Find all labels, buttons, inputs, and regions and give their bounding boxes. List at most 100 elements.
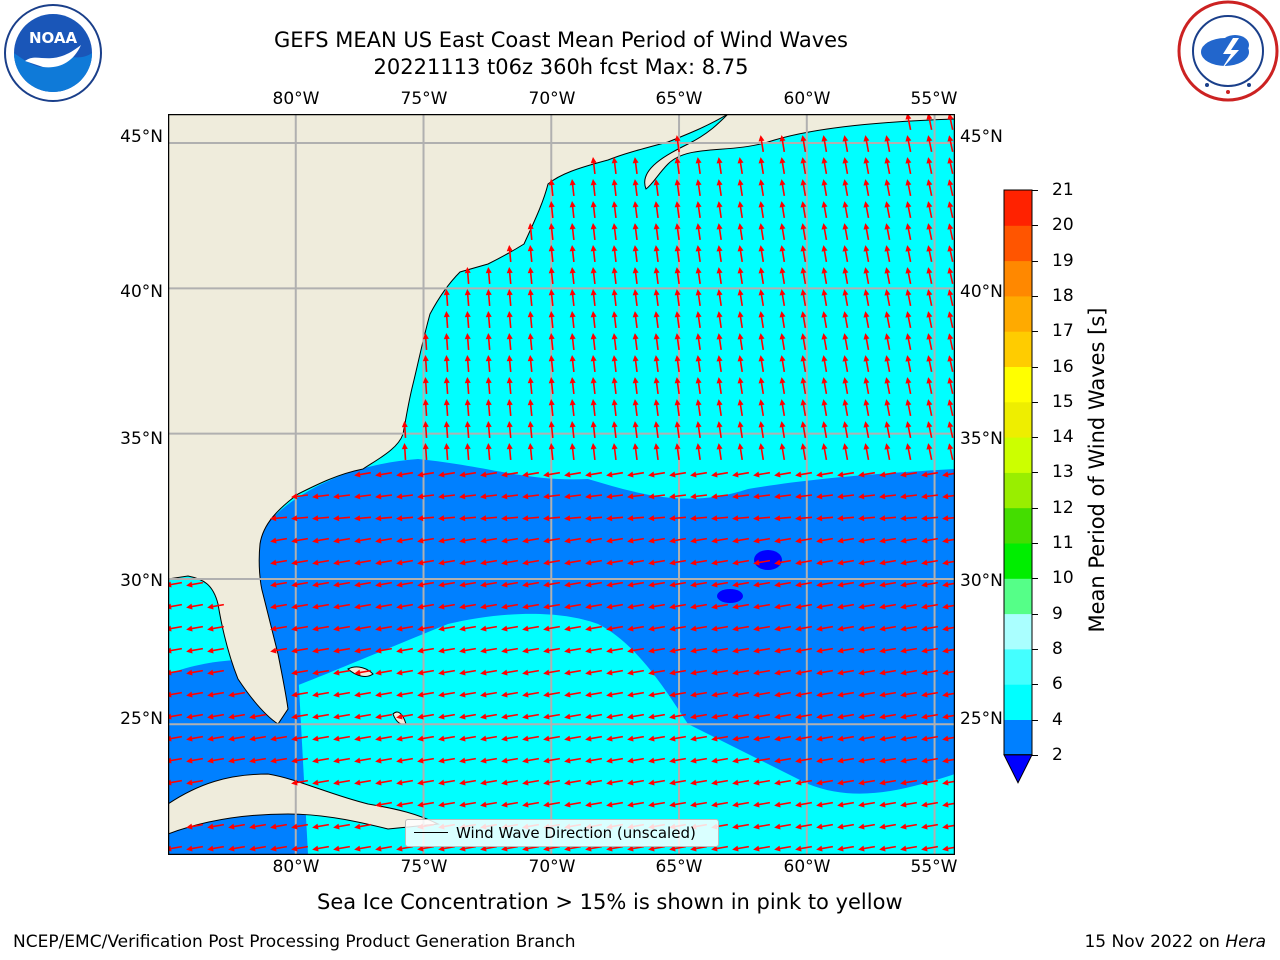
- lon-label-top: 55°W: [910, 89, 958, 109]
- wave-direction-arrow: [417, 537, 435, 544]
- wave-direction-arrow: [585, 801, 603, 808]
- wave-direction-arrow: [905, 443, 912, 461]
- wave-direction-arrow: [291, 691, 309, 698]
- wave-direction-arrow: [774, 757, 792, 764]
- wave-direction-arrow: [800, 267, 807, 285]
- wave-direction-arrow: [947, 223, 954, 240]
- wave-direction-arrow: [942, 669, 955, 676]
- wave-direction-arrow: [401, 421, 408, 439]
- colorbar-tick-label: 13: [1052, 462, 1074, 483]
- wave-direction-arrow: [522, 735, 540, 742]
- wave-direction-arrow: [417, 713, 435, 720]
- wave-direction-arrow: [816, 603, 834, 610]
- wave-direction-arrow: [527, 399, 534, 417]
- wave-direction-arrow: [837, 647, 855, 654]
- wave-direction-arrow: [569, 223, 576, 241]
- wave-direction-arrow: [312, 537, 330, 544]
- wave-direction-arrow: [842, 443, 849, 461]
- wave-direction-arrow: [858, 647, 876, 654]
- wave-direction-arrow: [716, 179, 723, 197]
- wave-direction-arrow: [585, 669, 603, 676]
- wave-direction-arrow: [590, 355, 597, 373]
- wave-direction-arrow: [438, 515, 456, 522]
- wave-direction-arrow: [585, 603, 603, 610]
- wave-direction-arrow: [905, 201, 912, 219]
- wave-direction-arrow: [879, 845, 897, 852]
- wave-direction-arrow: [648, 625, 666, 632]
- wave-direction-arrow: [396, 691, 414, 698]
- wave-direction-arrow: [779, 355, 786, 373]
- colorbar-segment: [1004, 401, 1032, 438]
- wave-direction-arrow: [291, 493, 309, 500]
- wave-direction-arrow: [459, 559, 477, 566]
- wave-direction-arrow: [732, 757, 750, 764]
- wave-direction-arrow: [228, 757, 246, 764]
- wave-direction-arrow: [837, 581, 855, 588]
- wave-direction-arrow: [375, 801, 393, 808]
- wave-direction-arrow: [669, 493, 687, 500]
- colorbar-tick-label: 4: [1052, 709, 1063, 730]
- chart-title: GEFS MEAN US East Coast Mean Period of W…: [274, 28, 848, 52]
- wave-direction-arrow: [716, 267, 723, 285]
- wave-direction-arrow: [753, 603, 771, 610]
- wave-direction-arrow: [900, 669, 918, 676]
- wave-direction-arrow: [480, 625, 498, 632]
- wave-direction-arrow: [774, 669, 792, 676]
- wave-direction-arrow: [837, 779, 855, 786]
- wave-direction-arrow: [879, 625, 897, 632]
- wave-direction-arrow: [459, 691, 477, 698]
- wave-direction-arrow: [312, 515, 330, 522]
- wave-direction-arrow: [821, 399, 828, 417]
- wave-direction-arrow: [438, 537, 456, 544]
- wave-direction-arrow: [779, 399, 786, 417]
- wave-direction-arrow: [648, 757, 666, 764]
- wave-direction-arrow: [737, 157, 744, 175]
- wave-direction-arrow: [564, 691, 582, 698]
- wave-direction-arrow: [758, 333, 765, 351]
- wave-direction-arrow: [800, 443, 807, 461]
- wave-direction-arrow: [716, 443, 723, 461]
- wave-direction-arrow: [632, 223, 639, 241]
- wave-direction-arrow: [863, 157, 870, 175]
- wave-direction-arrow: [800, 135, 807, 153]
- wave-direction-arrow: [753, 735, 771, 742]
- wave-direction-arrow: [737, 399, 744, 417]
- wave-direction-arrow: [774, 537, 792, 544]
- wave-direction-arrow: [858, 713, 876, 720]
- wave-direction-arrow: [606, 713, 624, 720]
- wave-direction-arrow: [674, 201, 681, 219]
- wave-direction-arrow: [207, 845, 225, 852]
- wave-direction-arrow: [375, 559, 393, 566]
- wave-direction-arrow: [842, 289, 849, 307]
- colorbar-tick-label: 11: [1052, 533, 1074, 553]
- wave-direction-arrow: [459, 537, 477, 544]
- wave-direction-arrow: [737, 355, 744, 373]
- wave-direction-arrow: [569, 399, 576, 417]
- wave-direction-arrow: [480, 669, 498, 676]
- wave-direction-arrow: [863, 179, 870, 197]
- wave-direction-arrow: [947, 135, 954, 152]
- wave-direction-arrow: [375, 647, 393, 654]
- wave-direction-arrow: [590, 377, 597, 395]
- wave-direction-arrow: [669, 669, 687, 676]
- wave-direction-arrow: [564, 603, 582, 610]
- wave-direction-arrow: [842, 223, 849, 241]
- wave-direction-arrow: [375, 493, 393, 500]
- wave-direction-arrow: [758, 267, 765, 285]
- wave-direction-arrow: [632, 421, 639, 439]
- wave-direction-arrow: [312, 493, 330, 500]
- wave-direction-arrow: [737, 311, 744, 329]
- wave-direction-arrow: [522, 559, 540, 566]
- wave-direction-arrow: [774, 515, 792, 522]
- wave-direction-arrow: [800, 201, 807, 219]
- wave-direction-arrow: [590, 289, 597, 307]
- wave-direction-arrow: [606, 801, 624, 808]
- wave-direction-arrow: [543, 801, 561, 808]
- wave-direction-arrow: [837, 691, 855, 698]
- wave-direction-arrow: [795, 559, 813, 566]
- wave-direction-arrow: [569, 267, 576, 285]
- wave-direction-arrow: [653, 267, 660, 285]
- wave-direction-arrow: [648, 779, 666, 786]
- wave-direction-arrow: [879, 801, 897, 808]
- wave-direction-arrow: [879, 493, 897, 500]
